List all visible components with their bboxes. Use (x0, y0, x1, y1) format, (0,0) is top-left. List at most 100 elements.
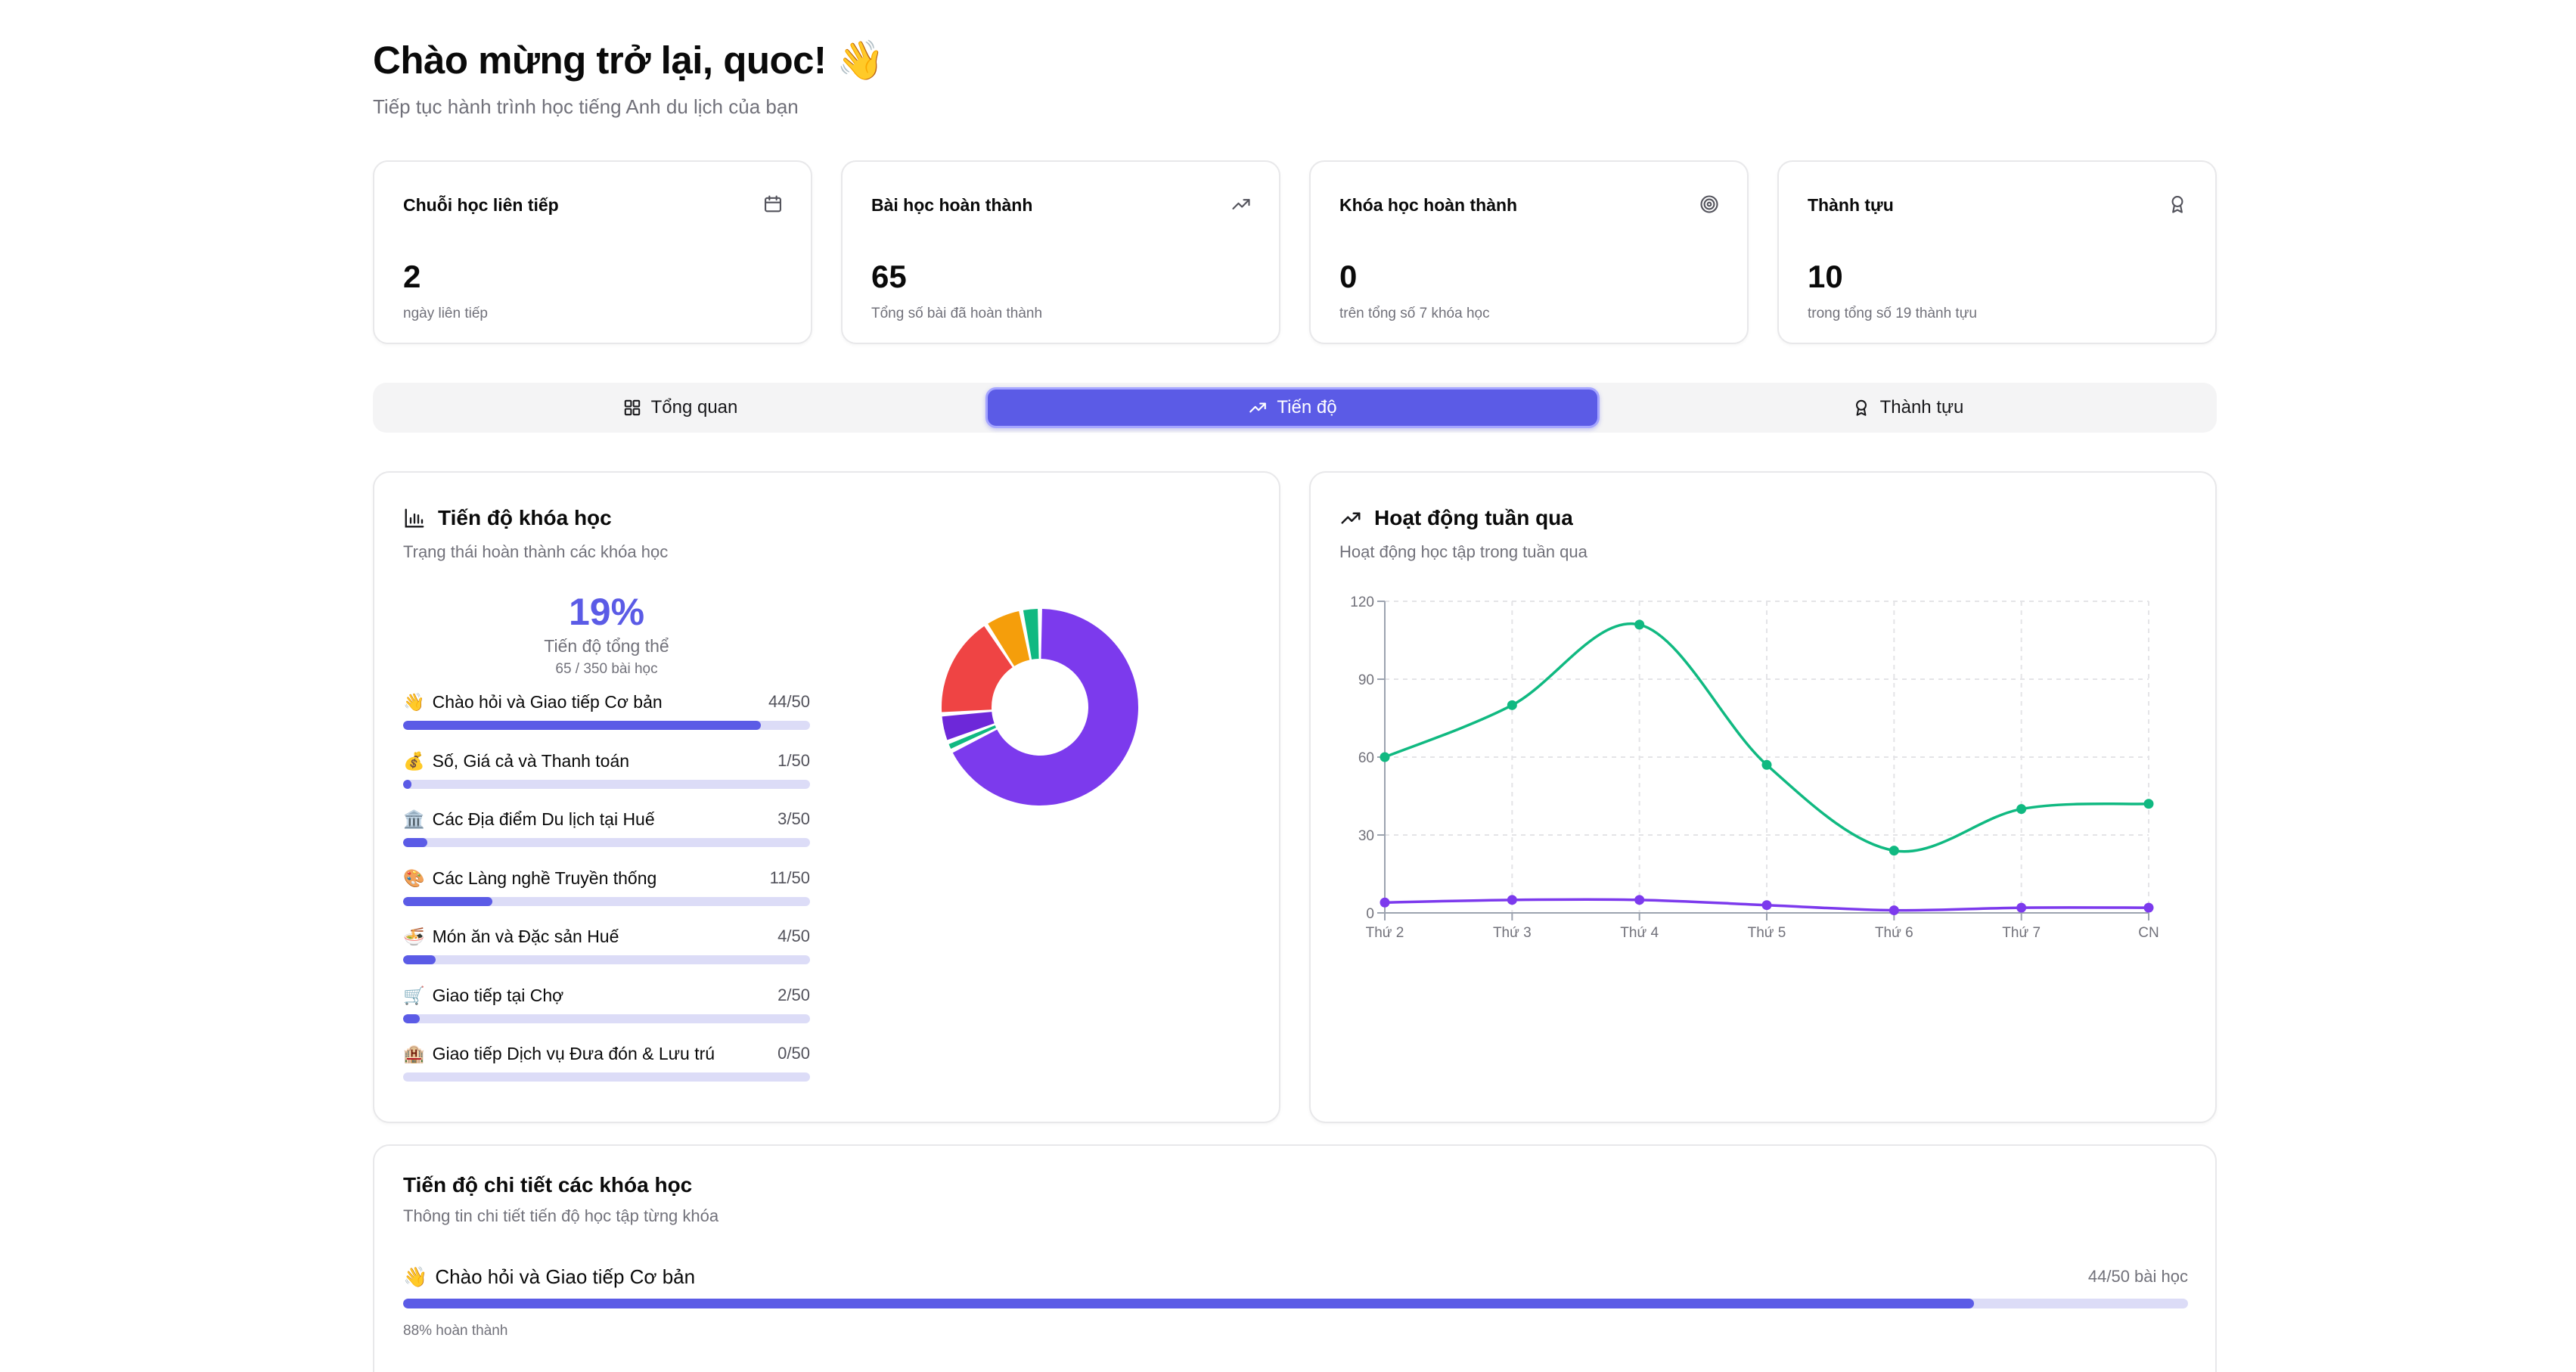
course-progress-panel: Tiến độ khóa học Trạng thái hoàn thành c… (373, 471, 1280, 1123)
stat-note: ngày liên tiếp (403, 306, 488, 321)
course-count: 11/50 (769, 868, 810, 887)
data-point[interactable] (1507, 700, 1517, 710)
y-tick-label: 0 (1366, 906, 1374, 922)
detail-progress-bar (403, 1299, 2188, 1308)
tab-label: Thành tựu (1879, 397, 1964, 417)
data-point[interactable] (2143, 799, 2154, 809)
course-count: 0/50 (777, 1044, 810, 1063)
y-tick-label: 60 (1358, 750, 1374, 766)
x-tick-label: Thứ 2 (1366, 925, 1404, 941)
data-point[interactable] (1889, 846, 1899, 856)
stat-value: 65 (871, 259, 907, 294)
tab-bar: Tổng quan Tiến độ Thành tựu (373, 383, 2217, 433)
course-row: 🛒 Giao tiếp tại Chợ 2/50 (403, 986, 810, 1045)
x-tick-label: Thứ 3 (1493, 925, 1532, 941)
x-tick-label: Thứ 6 (1875, 925, 1913, 941)
page-subtitle: Tiếp tục hành trình học tiếng Anh du lịc… (373, 95, 799, 118)
course-progress-bar (403, 1072, 810, 1082)
course-name: 🏛️ Các Địa điểm Du lịch tại Huế (403, 809, 655, 829)
award-icon (1855, 399, 1867, 416)
x-tick-label: Thứ 4 (1620, 925, 1659, 941)
course-name: 💰 Số, Giá cả và Thanh toán (403, 750, 630, 771)
detail-course-name: 👋 Chào hỏi và Giao tiếp Cơ bản (403, 1265, 696, 1288)
calendar-icon (765, 195, 781, 213)
trending-up-icon (1341, 512, 1361, 524)
donut-slice (988, 611, 1030, 666)
tab-label: Tổng quan (650, 397, 738, 417)
weekly-line-chart: 0 30 60 90 120 Thứ 2 Thứ 3 Thứ 4 Thứ 5 Thứ 6 Thứ 7… (1350, 594, 2159, 941)
stat-note: Tổng số bài đã hoàn thành (871, 306, 1043, 321)
overall-count: 65 / 350 bài học (555, 661, 658, 677)
stat-note: trong tổng số 19 thành tựu (1808, 306, 1977, 321)
data-point[interactable] (1380, 752, 1390, 762)
course-name: 🛒 Giao tiếp tại Chợ (403, 985, 564, 1005)
course-progress-bar (403, 955, 810, 964)
donut-slice (948, 725, 997, 749)
detail-course-percent: 88% hoàn thành (403, 1323, 508, 1339)
x-tick-label: Thứ 5 (1748, 925, 1786, 941)
course-name: 🎨 Các Làng nghề Truyền thống (403, 868, 657, 888)
y-tick-label: 120 (1350, 594, 1374, 610)
stat-card-lessons: Bài học hoàn thành 65 Tổng số bài đã hoà… (841, 160, 1280, 344)
data-point[interactable] (2016, 804, 2027, 815)
overall-label: Tiến độ tổng thể (544, 636, 669, 656)
course-progress-bar (403, 838, 810, 847)
course-progress-bar (403, 721, 810, 730)
course-progress-bar (403, 779, 810, 789)
data-point[interactable] (1889, 905, 1899, 916)
course-row: 🏛️ Các Địa điểm Du lịch tại Huế 3/50 (403, 809, 810, 868)
course-name: 👋 Chào hỏi và Giao tiếp Cơ bản (403, 692, 663, 712)
grid-icon (624, 399, 640, 416)
detail-progress-card: Tiến độ chi tiết các khóa học Thông tin … (373, 1144, 2217, 1372)
course-row: 💰 Số, Giá cả và Thanh toán 1/50 (403, 751, 810, 810)
course-count: 4/50 (777, 927, 810, 945)
course-row: 🍜 Món ăn và Đặc sản Huế 4/50 (403, 927, 810, 986)
stat-title: Khóa học hoàn thành (1339, 195, 1518, 215)
course-count: 1/50 (777, 750, 810, 770)
tab-overview[interactable]: Tổng quan (377, 387, 982, 428)
course-row: 👋 Chào hỏi và Giao tiếp Cơ bản 44/50 (403, 692, 810, 751)
detail-course-count: 44/50 bài học (2087, 1267, 2188, 1286)
course-donut-chart (942, 609, 1138, 806)
overall-progress: 19% Tiến độ tổng thể 65 / 350 bài học (403, 591, 810, 678)
x-tick-label: CN (2138, 925, 2159, 941)
course-count: 3/50 (777, 809, 810, 828)
data-point[interactable] (1761, 759, 1772, 770)
course-list: 👋 Chào hỏi và Giao tiếp Cơ bản 44/50 💰 Số,… (403, 692, 810, 1103)
data-point[interactable] (2016, 902, 2027, 913)
course-name: 🍜 Món ăn và Đặc sản Huế (403, 927, 619, 946)
course-row: 🎨 Các Làng nghề Truyền thống 11/50 (403, 868, 810, 927)
bar-chart-icon (405, 508, 424, 528)
data-point[interactable] (1380, 897, 1390, 908)
course-count: 44/50 (768, 692, 810, 711)
trending-up-icon (1249, 402, 1267, 413)
x-tick-label: Thứ 7 (2002, 925, 2041, 941)
course-progress-bar (403, 1013, 810, 1023)
donut-slice (952, 609, 1138, 806)
y-tick-label: 90 (1358, 672, 1374, 688)
trending-up-icon (1232, 199, 1250, 210)
overall-percent: 19% (568, 591, 645, 633)
stat-card-streak: Chuỗi học liên tiếp 2 ngày liên tiếp (373, 160, 812, 344)
data-point[interactable] (1507, 895, 1517, 905)
tab-label: Tiến độ (1277, 397, 1337, 417)
tab-progress[interactable]: Tiến độ (985, 387, 1600, 428)
chart-grid: 0 30 60 90 120 Thứ 2 Thứ 3 Thứ 4 Thứ 5 Thứ 6 Thứ 7… (1350, 594, 2159, 941)
stat-value: 0 (1339, 259, 1358, 294)
stat-card-achievements: Thành tựu 10 trong tổng số 19 thành tựu (1777, 160, 2217, 344)
panel-subtitle: Trạng thái hoàn thành các khóa học (403, 542, 669, 561)
detail-subtitle: Thông tin chi tiết tiến độ học tập từng … (403, 1206, 719, 1225)
stat-title: Bài học hoàn thành (871, 195, 1033, 215)
stat-card-courses: Khóa học hoàn thành 0 trên tổng số 7 khó… (1309, 160, 1749, 344)
detail-title: Tiến độ chi tiết các khóa học (403, 1173, 693, 1197)
data-point[interactable] (1761, 900, 1772, 911)
data-point[interactable] (1634, 619, 1645, 630)
panel-subtitle: Hoạt động học tập trong tuần qua (1339, 542, 1587, 561)
data-point[interactable] (1634, 895, 1645, 905)
donut-slice (942, 712, 995, 740)
data-point[interactable] (2143, 902, 2154, 913)
panel-title: Hoạt động tuần qua (1339, 506, 1573, 530)
award-icon (2171, 196, 2183, 213)
tab-achievements[interactable]: Thành tựu (1603, 387, 2212, 428)
weekly-activity-panel: Hoạt động tuần qua Hoạt động học tập tro… (1309, 471, 2217, 1123)
